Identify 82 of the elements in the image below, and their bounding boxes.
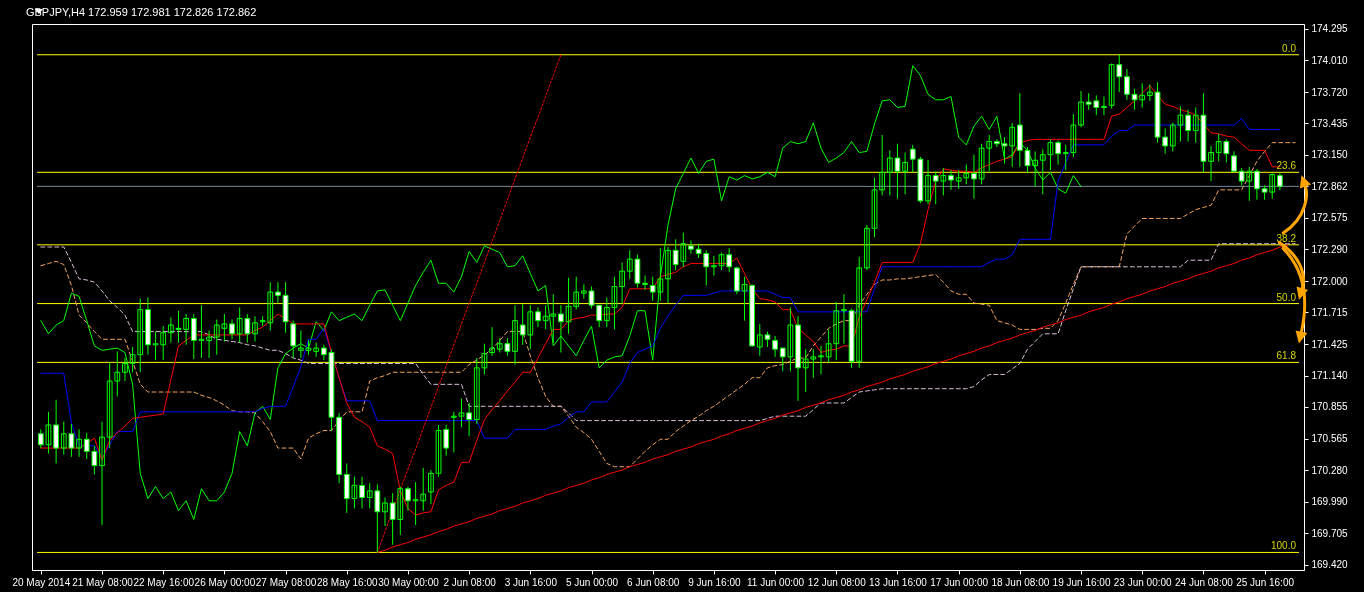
candlestick bbox=[971, 154, 977, 200]
x-tick-label: 22 May 16:00 bbox=[133, 576, 195, 588]
x-tick-label: 12 Jun 08:00 bbox=[807, 576, 867, 588]
candlestick bbox=[642, 275, 648, 291]
x-tick-label: 27 May 08:00 bbox=[255, 576, 317, 588]
x-tick-label: 25 Jun 16:00 bbox=[1236, 576, 1295, 588]
x-tick-label: 24 Jun 08:00 bbox=[1174, 576, 1234, 588]
x-tick-label: 3 Jun 16:00 bbox=[504, 576, 558, 588]
candlestick bbox=[1101, 96, 1107, 116]
candlestick bbox=[359, 476, 365, 509]
x-tick-label: 17 Jun 00:00 bbox=[930, 576, 989, 588]
candlestick bbox=[489, 326, 495, 357]
annotation: 38.2 bbox=[1276, 232, 1297, 244]
y-tick-label: 174.010 bbox=[1311, 54, 1349, 66]
x-tick-label: 9 Jun 16:00 bbox=[688, 576, 741, 588]
y-tick-label: 173.720 bbox=[1311, 86, 1349, 98]
y-tick-label: 171.425 bbox=[1311, 338, 1349, 350]
annotation: 50.0 bbox=[1276, 291, 1297, 303]
candlestick bbox=[206, 330, 212, 359]
candlestick bbox=[1055, 139, 1061, 166]
y-tick-label: 170.565 bbox=[1311, 433, 1349, 445]
x-tick-label: 18 Jun 08:00 bbox=[991, 576, 1050, 588]
candlestick bbox=[99, 421, 105, 526]
y-tick-label: 171.140 bbox=[1311, 370, 1349, 382]
y-tick-label: 169.420 bbox=[1311, 559, 1349, 571]
y-tick-label: 172.290 bbox=[1311, 243, 1349, 255]
annotation: 23.6 bbox=[1276, 160, 1297, 172]
y-tick-label: 171.715 bbox=[1311, 306, 1349, 318]
x-tick-label: 19 Jun 16:00 bbox=[1052, 576, 1111, 588]
candlestick bbox=[512, 304, 518, 366]
x-tick-label: 2 Jun 08:00 bbox=[443, 576, 497, 588]
y-tick-label: 169.705 bbox=[1311, 527, 1349, 539]
x-tick-label: 26 May 00:00 bbox=[194, 576, 256, 588]
candlestick bbox=[841, 293, 847, 345]
candlestick bbox=[772, 335, 778, 358]
y-tick-label: 172.000 bbox=[1311, 275, 1349, 287]
x-tick-label: 21 May 08:00 bbox=[72, 576, 134, 588]
x-tick-label: 5 Jun 00:00 bbox=[565, 576, 619, 588]
annotation: 0.0 bbox=[1282, 42, 1297, 54]
candlestick bbox=[1124, 68, 1130, 101]
y-tick-label: 174.295 bbox=[1311, 23, 1349, 35]
candlestick bbox=[925, 159, 931, 205]
y-tick-label: 172.575 bbox=[1311, 212, 1349, 224]
annotation: 100.0 bbox=[1270, 540, 1297, 552]
y-tick-label: 172.862 bbox=[1311, 180, 1349, 192]
candlestick bbox=[558, 304, 564, 353]
candlestick bbox=[252, 315, 258, 342]
candlestick bbox=[902, 152, 908, 195]
candlestick bbox=[428, 469, 434, 505]
y-tick-label: 169.990 bbox=[1311, 496, 1349, 508]
x-tick-label: 13 Jun 16:00 bbox=[869, 576, 928, 588]
candlestick bbox=[1078, 90, 1084, 128]
x-tick-label: 30 May 00:00 bbox=[378, 576, 440, 588]
candlestick bbox=[1185, 109, 1191, 143]
candlestick bbox=[405, 486, 411, 512]
x-tick-label: 6 Jun 08:00 bbox=[627, 576, 680, 588]
line-series bbox=[40, 243, 1296, 422]
y-tick-label: 173.435 bbox=[1311, 117, 1349, 129]
x-tick-label: 28 May 16:00 bbox=[316, 576, 378, 588]
candlestick bbox=[818, 345, 824, 375]
line-series bbox=[40, 65, 1082, 520]
y-tick-label: 173.150 bbox=[1311, 149, 1349, 161]
candlestick bbox=[76, 428, 82, 458]
candlestick bbox=[229, 319, 235, 340]
x-tick-label: 20 May 2014 bbox=[12, 576, 71, 588]
candlestick bbox=[1208, 145, 1214, 182]
x-tick-label: 23 Jun 00:00 bbox=[1113, 576, 1173, 588]
candlestick bbox=[535, 306, 541, 328]
candlestick bbox=[665, 246, 671, 304]
candlestick bbox=[382, 496, 388, 527]
candlestick bbox=[688, 239, 694, 255]
annotation: 61.8 bbox=[1276, 350, 1297, 362]
y-tick-label: 170.855 bbox=[1311, 401, 1349, 413]
candlestick bbox=[290, 320, 297, 359]
candlestick bbox=[122, 357, 128, 382]
x-tick-label: 11 Jun 00:00 bbox=[747, 576, 805, 588]
candlestick bbox=[1254, 168, 1260, 201]
chart-title: GBPJPY,H4 172.959 172.981 172.826 172.862 bbox=[25, 5, 257, 18]
candlestick bbox=[948, 169, 954, 191]
candlestick bbox=[275, 281, 281, 304]
candlestick bbox=[1231, 150, 1237, 172]
y-tick-label: 170.280 bbox=[1311, 464, 1349, 476]
